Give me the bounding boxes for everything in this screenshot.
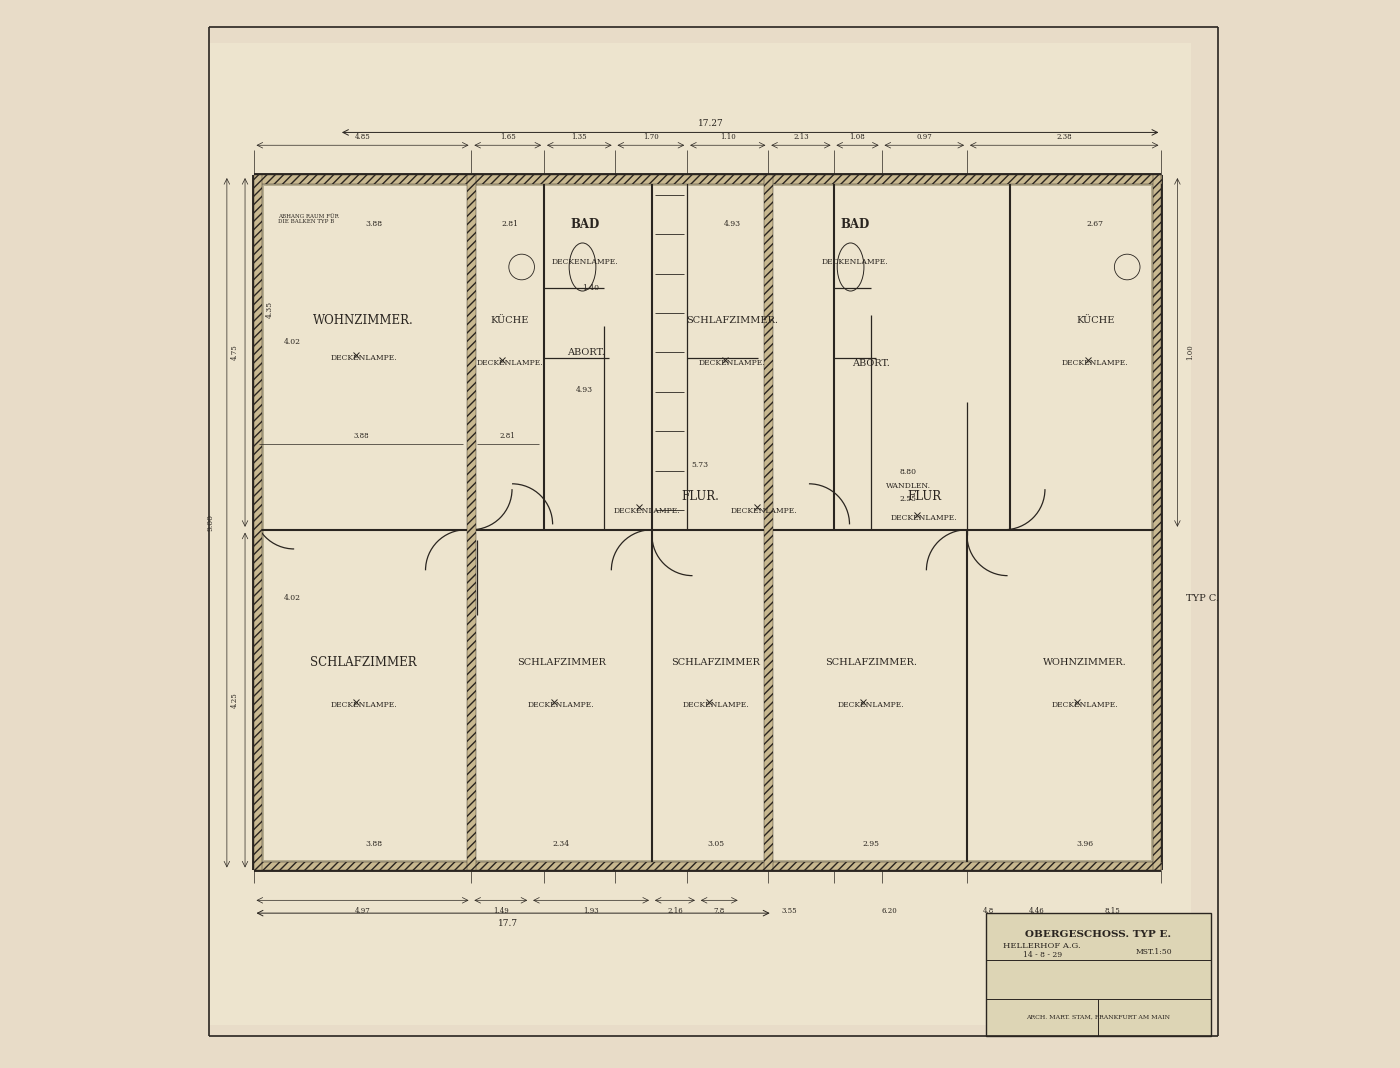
Text: DECKENLAMPE.: DECKENLAMPE. [1051, 701, 1117, 709]
Text: SCHLAFZIMMER: SCHLAFZIMMER [517, 658, 606, 666]
Text: 1.35: 1.35 [571, 132, 587, 141]
Text: 4.75: 4.75 [231, 345, 238, 360]
Text: 4.97: 4.97 [354, 907, 371, 915]
Text: 1.00: 1.00 [1186, 345, 1194, 360]
Text: FLUR.: FLUR. [680, 490, 720, 503]
Text: DECKENLAMPE.: DECKENLAMPE. [528, 701, 595, 709]
Text: BAD: BAD [570, 218, 599, 231]
Text: 3.05: 3.05 [707, 839, 725, 848]
Text: 2.16: 2.16 [666, 907, 683, 915]
Text: 3.88: 3.88 [365, 839, 382, 848]
Bar [253, 175, 265, 870]
Text: 1.40: 1.40 [582, 284, 599, 293]
Text: 4.85: 4.85 [354, 132, 371, 141]
Text: 1.10: 1.10 [720, 132, 735, 141]
Text: 4.25: 4.25 [231, 692, 238, 708]
Text: FLUR: FLUR [907, 490, 941, 503]
Text: KÜCHE: KÜCHE [1077, 316, 1114, 325]
Text: 0.97: 0.97 [917, 132, 932, 141]
Text: DECKENLAMPE.: DECKENLAMPE. [552, 257, 617, 266]
Text: 14 - 8 - 29: 14 - 8 - 29 [1023, 951, 1061, 959]
Text: 1.08: 1.08 [850, 132, 865, 141]
Text: 7.8: 7.8 [714, 907, 725, 915]
Text: 4.93: 4.93 [575, 386, 594, 394]
Text: DECKENLAMPE.: DECKENLAMPE. [699, 359, 766, 367]
Text: 8.80: 8.80 [900, 468, 917, 476]
Text: 4.93: 4.93 [724, 220, 741, 229]
Text: ABORT.: ABORT. [853, 359, 890, 367]
Text: SCHLAFZIMMER.: SCHLAFZIMMER. [686, 316, 778, 325]
Text: 17.7: 17.7 [497, 920, 518, 928]
Text: 4.46: 4.46 [1029, 907, 1044, 915]
Text: 1.70: 1.70 [643, 132, 659, 141]
Text: SCHLAFZIMMER.: SCHLAFZIMMER. [825, 658, 917, 666]
Text: SCHLAFZIMMER: SCHLAFZIMMER [311, 656, 417, 669]
Text: MST.1:50: MST.1:50 [1137, 948, 1173, 957]
Text: 3.88: 3.88 [353, 431, 368, 440]
Text: 3.88: 3.88 [365, 220, 382, 229]
Bar [1152, 175, 1162, 870]
Text: 1.93: 1.93 [584, 907, 599, 915]
Text: 17.27: 17.27 [697, 120, 724, 128]
Text: 4.02: 4.02 [284, 337, 301, 346]
Text: 2.95: 2.95 [862, 839, 879, 848]
Text: SCHLAFZIMMER: SCHLAFZIMMER [672, 658, 760, 666]
Text: 3.96: 3.96 [1077, 839, 1093, 848]
Bar [468, 175, 476, 870]
Text: BAD: BAD [840, 218, 869, 231]
Text: DECKENLAMPE.: DECKENLAMPE. [476, 359, 543, 367]
Text: WOHNZIMMER.: WOHNZIMMER. [314, 314, 414, 327]
Text: 1.65: 1.65 [500, 132, 515, 141]
Text: DECKENLAMPE.: DECKENLAMPE. [330, 354, 396, 362]
Text: 1.49: 1.49 [493, 907, 508, 915]
Text: 2.38: 2.38 [1057, 132, 1072, 141]
Bar [253, 860, 1162, 870]
Text: 5.73: 5.73 [692, 460, 708, 469]
Text: ABORT.: ABORT. [567, 348, 605, 357]
Text: WANDLEN.: WANDLEN. [886, 482, 931, 490]
Text: OBERGESCHOSS. TYP E.: OBERGESCHOSS. TYP E. [1025, 929, 1172, 939]
Bar [253, 175, 262, 870]
Text: DECKENLAMPE.: DECKENLAMPE. [683, 701, 749, 709]
Text: 2.67: 2.67 [1086, 220, 1103, 229]
Text: 3.55: 3.55 [781, 907, 798, 915]
Text: DECKENLAMPE.: DECKENLAMPE. [731, 506, 798, 515]
Text: 2.13: 2.13 [794, 132, 809, 141]
Text: DECKENLAMPE.: DECKENLAMPE. [613, 506, 680, 515]
Text: DECKENLAMPE.: DECKENLAMPE. [1061, 359, 1128, 367]
Bar [253, 175, 1162, 186]
Text: 2.55: 2.55 [900, 494, 917, 503]
Text: HELLERHOF A.G.: HELLERHOF A.G. [1004, 942, 1081, 951]
Text: 2.34: 2.34 [553, 839, 570, 848]
Text: DECKENLAMPE.: DECKENLAMPE. [822, 257, 888, 266]
Text: DECKENLAMPE.: DECKENLAMPE. [330, 701, 396, 709]
Text: 9.00: 9.00 [207, 515, 214, 531]
Text: 4.8: 4.8 [983, 907, 994, 915]
Text: 2.81: 2.81 [501, 220, 518, 229]
Bar [986, 913, 1211, 1036]
Bar [253, 175, 1162, 184]
Bar [253, 862, 1162, 870]
Text: 4.35: 4.35 [266, 301, 273, 318]
Text: ABHANG RAUM FÜR
DIE BALKEN TYP B: ABHANG RAUM FÜR DIE BALKEN TYP B [279, 214, 339, 224]
Text: 6.20: 6.20 [881, 907, 897, 915]
Text: 8.15: 8.15 [1105, 907, 1120, 915]
Text: 2.81: 2.81 [500, 431, 515, 440]
Text: DECKENLAMPE.: DECKENLAMPE. [837, 701, 904, 709]
Text: ARCH. MART. STAM, FRANKFURT AM MAIN: ARCH. MART. STAM, FRANKFURT AM MAIN [1026, 1015, 1170, 1020]
Text: 4.02: 4.02 [284, 594, 301, 602]
Bar [1151, 175, 1162, 870]
Bar [764, 175, 773, 870]
Text: WOHNZIMMER.: WOHNZIMMER. [1043, 658, 1127, 666]
Text: TYP C.: TYP C. [1186, 594, 1219, 602]
Text: KÜCHE: KÜCHE [491, 316, 529, 325]
Text: DECKENLAMPE.: DECKENLAMPE. [890, 514, 958, 522]
